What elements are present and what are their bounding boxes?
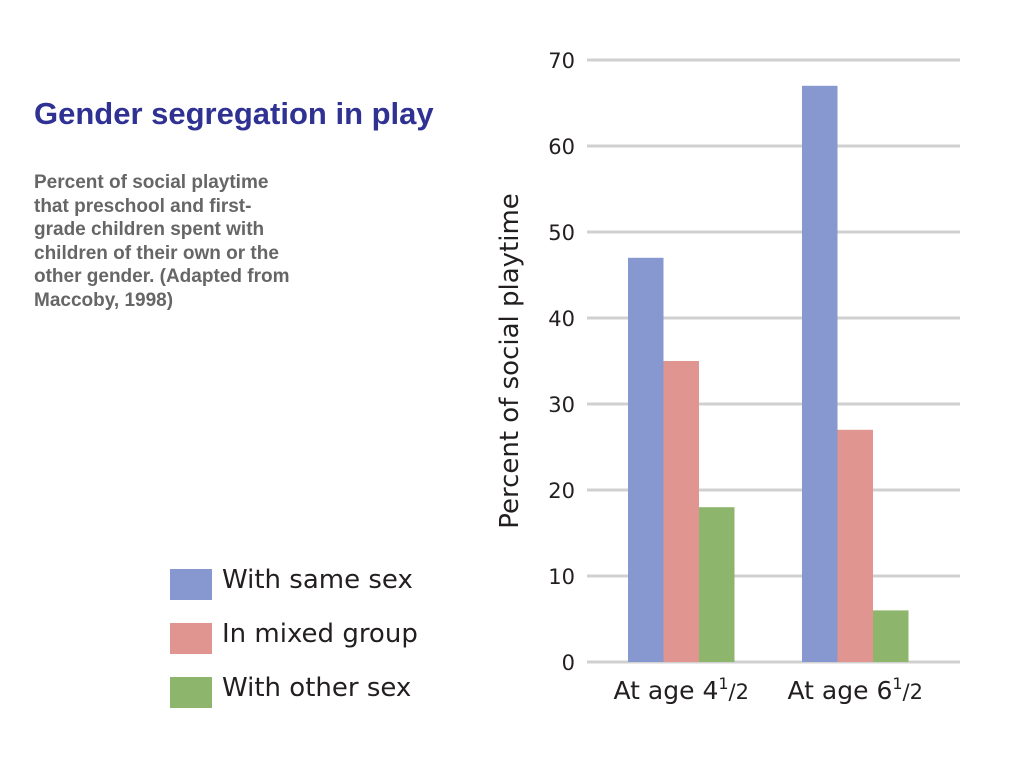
legend-swatch-other-sex [170, 677, 212, 708]
legend-swatch-mixed-group [170, 623, 212, 654]
caption-line: Percent of social playtime [34, 172, 269, 193]
bar-with-other-sex [699, 507, 735, 662]
bar-with-same-sex [802, 85, 838, 663]
caption-line: Maccoby, 1998) [34, 289, 174, 311]
x-tick-label: At age 61/2 [788, 674, 923, 705]
legend-label-mixed-group: In mixed group [222, 619, 418, 649]
y-tick-label: 60 [548, 135, 575, 159]
y-tick-label: 50 [548, 221, 575, 245]
figure-caption: Percent of social playtime that preschoo… [34, 171, 344, 312]
caption-line: that preschool and first- [34, 195, 252, 217]
slide-title: Gender segregation in play [34, 96, 434, 131]
x-tick-label: At age 41/2 [614, 674, 749, 705]
legend-label-other-sex: With other sex [222, 673, 412, 703]
legend-swatch-same-sex [170, 569, 212, 600]
bar-with-same-sex [628, 257, 664, 662]
caption-line: grade children spent with [34, 219, 265, 240]
y-tick-label: 70 [548, 49, 575, 73]
bar-with-other-sex [873, 610, 909, 662]
bar-in-mixed-group [837, 429, 873, 662]
legend-label-same-sex: With same sex [222, 565, 413, 595]
caption-line: other gender. (Adapted from [34, 266, 290, 287]
caption-line: children of their own or the [34, 242, 279, 264]
y-tick-label: 30 [548, 393, 575, 417]
y-tick-label: 10 [548, 565, 575, 589]
bar-in-mixed-group [663, 361, 699, 662]
y-tick-label: 40 [548, 307, 575, 331]
y-axis-label: Percent of social playtime [495, 193, 525, 529]
y-tick-label: 20 [548, 479, 575, 503]
y-tick-label: 0 [562, 651, 575, 675]
